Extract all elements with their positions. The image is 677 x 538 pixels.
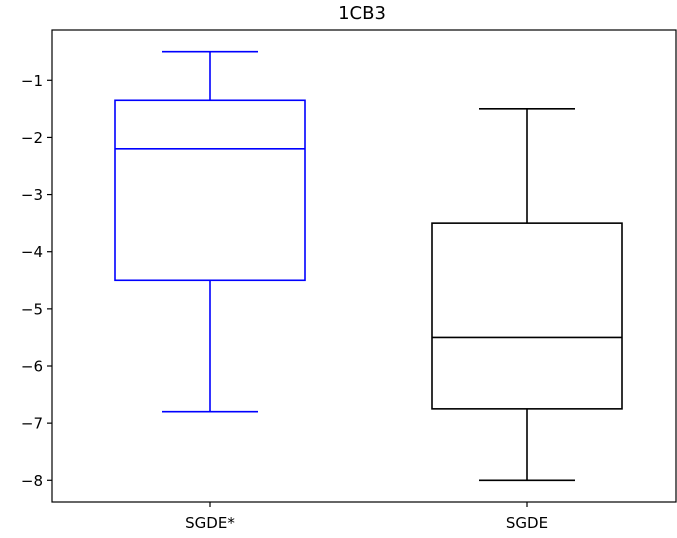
y-axis: −8 −7 −6 −5 −4 −3 −2 −1: [21, 72, 52, 490]
iqr-box: [431, 222, 623, 410]
x-axis: SGDE* SGDE: [185, 502, 548, 532]
y-tick-label: −1: [21, 72, 43, 90]
x-tick-label: SGDE: [506, 514, 548, 532]
y-tick-label: −2: [21, 129, 43, 147]
plot-area: [114, 50, 623, 482]
plot-frame: [51, 29, 677, 503]
y-tick-label: −6: [21, 358, 43, 376]
chart-title: 1CB3: [338, 3, 386, 24]
box-sgde: [431, 108, 623, 482]
iqr-box: [114, 99, 306, 282]
box-sgde-: [114, 50, 306, 413]
y-tick-label: −8: [21, 472, 43, 490]
y-tick-label: −4: [21, 243, 43, 261]
y-tick-label: −7: [21, 415, 43, 433]
y-tick-label: −5: [21, 300, 43, 318]
y-tick-label: −3: [21, 186, 43, 204]
x-tick-label: SGDE*: [185, 514, 235, 532]
